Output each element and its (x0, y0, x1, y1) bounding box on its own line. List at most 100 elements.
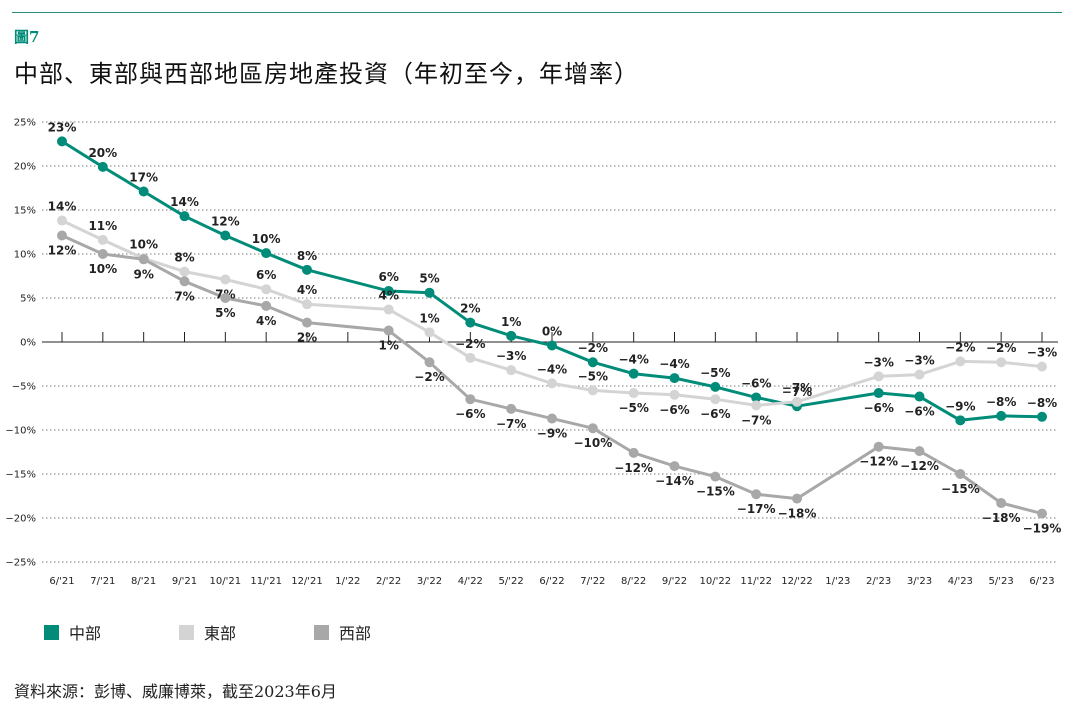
data-point-central (914, 391, 925, 402)
data-label-west: −14% (655, 474, 694, 488)
data-point-east (873, 371, 884, 382)
y-tick-label: 15% (14, 206, 36, 217)
data-point-central (97, 161, 108, 172)
data-point-east (914, 369, 925, 380)
data-label-east: −5% (578, 369, 608, 383)
x-tick-label: 4/'23 (948, 576, 973, 587)
data-label-west: 10% (88, 262, 117, 276)
data-point-west (914, 446, 925, 457)
data-label-east: −2% (986, 341, 1016, 355)
data-label-central: −5% (700, 366, 730, 380)
x-tick-label: 2/'22 (376, 576, 401, 587)
data-point-east (424, 327, 435, 338)
data-label-east: 14% (48, 200, 77, 214)
data-label-east: −3% (1027, 346, 1057, 360)
data-label-central: −9% (945, 399, 975, 413)
data-point-east (547, 378, 557, 389)
data-point-central (628, 368, 639, 379)
x-tick-label: 12/'22 (781, 576, 813, 587)
data-point-west (383, 325, 394, 336)
data-label-east: −6% (659, 403, 689, 417)
x-tick-label: 7/'22 (580, 576, 605, 587)
data-label-central: 20% (88, 146, 117, 160)
x-tick-label: 6/'23 (1029, 576, 1054, 587)
data-point-central (261, 248, 272, 259)
data-point-central (383, 285, 394, 296)
data-point-east (57, 215, 67, 226)
data-point-west (1037, 508, 1047, 519)
data-label-central: 0% (542, 325, 562, 339)
legend: 中部 東部 西部 (44, 620, 449, 644)
legend-item-central: 中部 (44, 620, 101, 644)
x-tick-label: 8/'21 (131, 576, 156, 587)
data-point-east (506, 365, 517, 376)
y-tick-label: 5% (20, 294, 36, 305)
x-tick-label: 1/'22 (335, 576, 360, 587)
data-label-central: 10% (252, 232, 281, 246)
data-label-west: −18% (982, 511, 1021, 525)
data-label-west: −19% (1023, 522, 1062, 536)
legend-swatch-west (314, 624, 330, 640)
legend-label-central: 中部 (69, 624, 102, 643)
data-point-central (179, 211, 190, 222)
data-point-west (873, 441, 884, 452)
data-point-west (587, 423, 598, 434)
data-point-west (751, 489, 762, 500)
data-label-east: −5% (618, 401, 648, 415)
x-tick-label: 4/'22 (458, 576, 483, 587)
data-label-central: −4% (659, 357, 689, 371)
x-tick-label: 7/'21 (90, 576, 115, 587)
data-point-west (465, 394, 476, 405)
data-label-central: 6% (378, 270, 398, 284)
data-point-east (996, 357, 1007, 368)
data-label-central: −4% (618, 353, 648, 367)
data-point-west (506, 403, 517, 414)
data-label-east: 10% (129, 237, 158, 251)
data-point-central (465, 317, 476, 328)
data-label-west: −12% (614, 461, 653, 475)
y-tick-label: 20% (14, 162, 36, 173)
data-label-central: −2% (578, 341, 608, 355)
top-rule (12, 12, 1062, 13)
data-point-west (424, 357, 435, 368)
data-point-west (97, 249, 108, 259)
x-tick-label: 3/'22 (417, 576, 442, 587)
data-point-west (628, 447, 639, 458)
data-label-east: 8% (174, 251, 194, 265)
data-label-east: 4% (297, 283, 317, 297)
data-point-central (1037, 411, 1047, 422)
x-tick-label: 5/'23 (989, 576, 1014, 587)
data-label-central: 17% (129, 171, 158, 185)
data-point-central (424, 287, 435, 298)
data-label-central: 14% (170, 195, 199, 209)
data-point-east (587, 385, 598, 396)
data-point-east (1037, 361, 1047, 372)
figure-label: 圖7 (14, 28, 40, 46)
data-label-west: 4% (256, 314, 276, 328)
source-note: 資料來源：彭博、威廉博萊，截至2023年6月 (14, 682, 337, 701)
data-label-east: 6% (256, 268, 276, 282)
y-tick-label: −15% (5, 470, 36, 481)
data-label-west: −10% (573, 436, 612, 450)
legend-swatch-central (44, 624, 59, 640)
data-label-west: −2% (414, 370, 444, 384)
data-point-central (873, 388, 884, 399)
data-point-central (669, 373, 680, 384)
x-tick-label: 8/'22 (621, 576, 646, 587)
y-tick-label: 0% (20, 338, 36, 349)
x-tick-label: 2/'23 (866, 576, 891, 587)
data-point-west (179, 276, 190, 287)
data-point-west (57, 230, 67, 241)
chart-title: 中部、東部與西部地區房地產投資（年初至今，年增率） (14, 60, 639, 88)
legend-label-west: 西部 (339, 624, 372, 643)
data-label-west: −7% (496, 417, 526, 431)
data-point-central (710, 381, 721, 392)
legend-swatch-east (179, 624, 195, 640)
data-label-central: 8% (297, 249, 317, 263)
y-tick-label: −10% (5, 426, 36, 437)
data-label-east: −3% (496, 349, 526, 363)
x-tick-label: 6/'21 (49, 576, 74, 587)
data-label-central: −6% (741, 376, 771, 390)
data-point-west (955, 469, 966, 479)
data-label-central: 12% (211, 215, 240, 229)
